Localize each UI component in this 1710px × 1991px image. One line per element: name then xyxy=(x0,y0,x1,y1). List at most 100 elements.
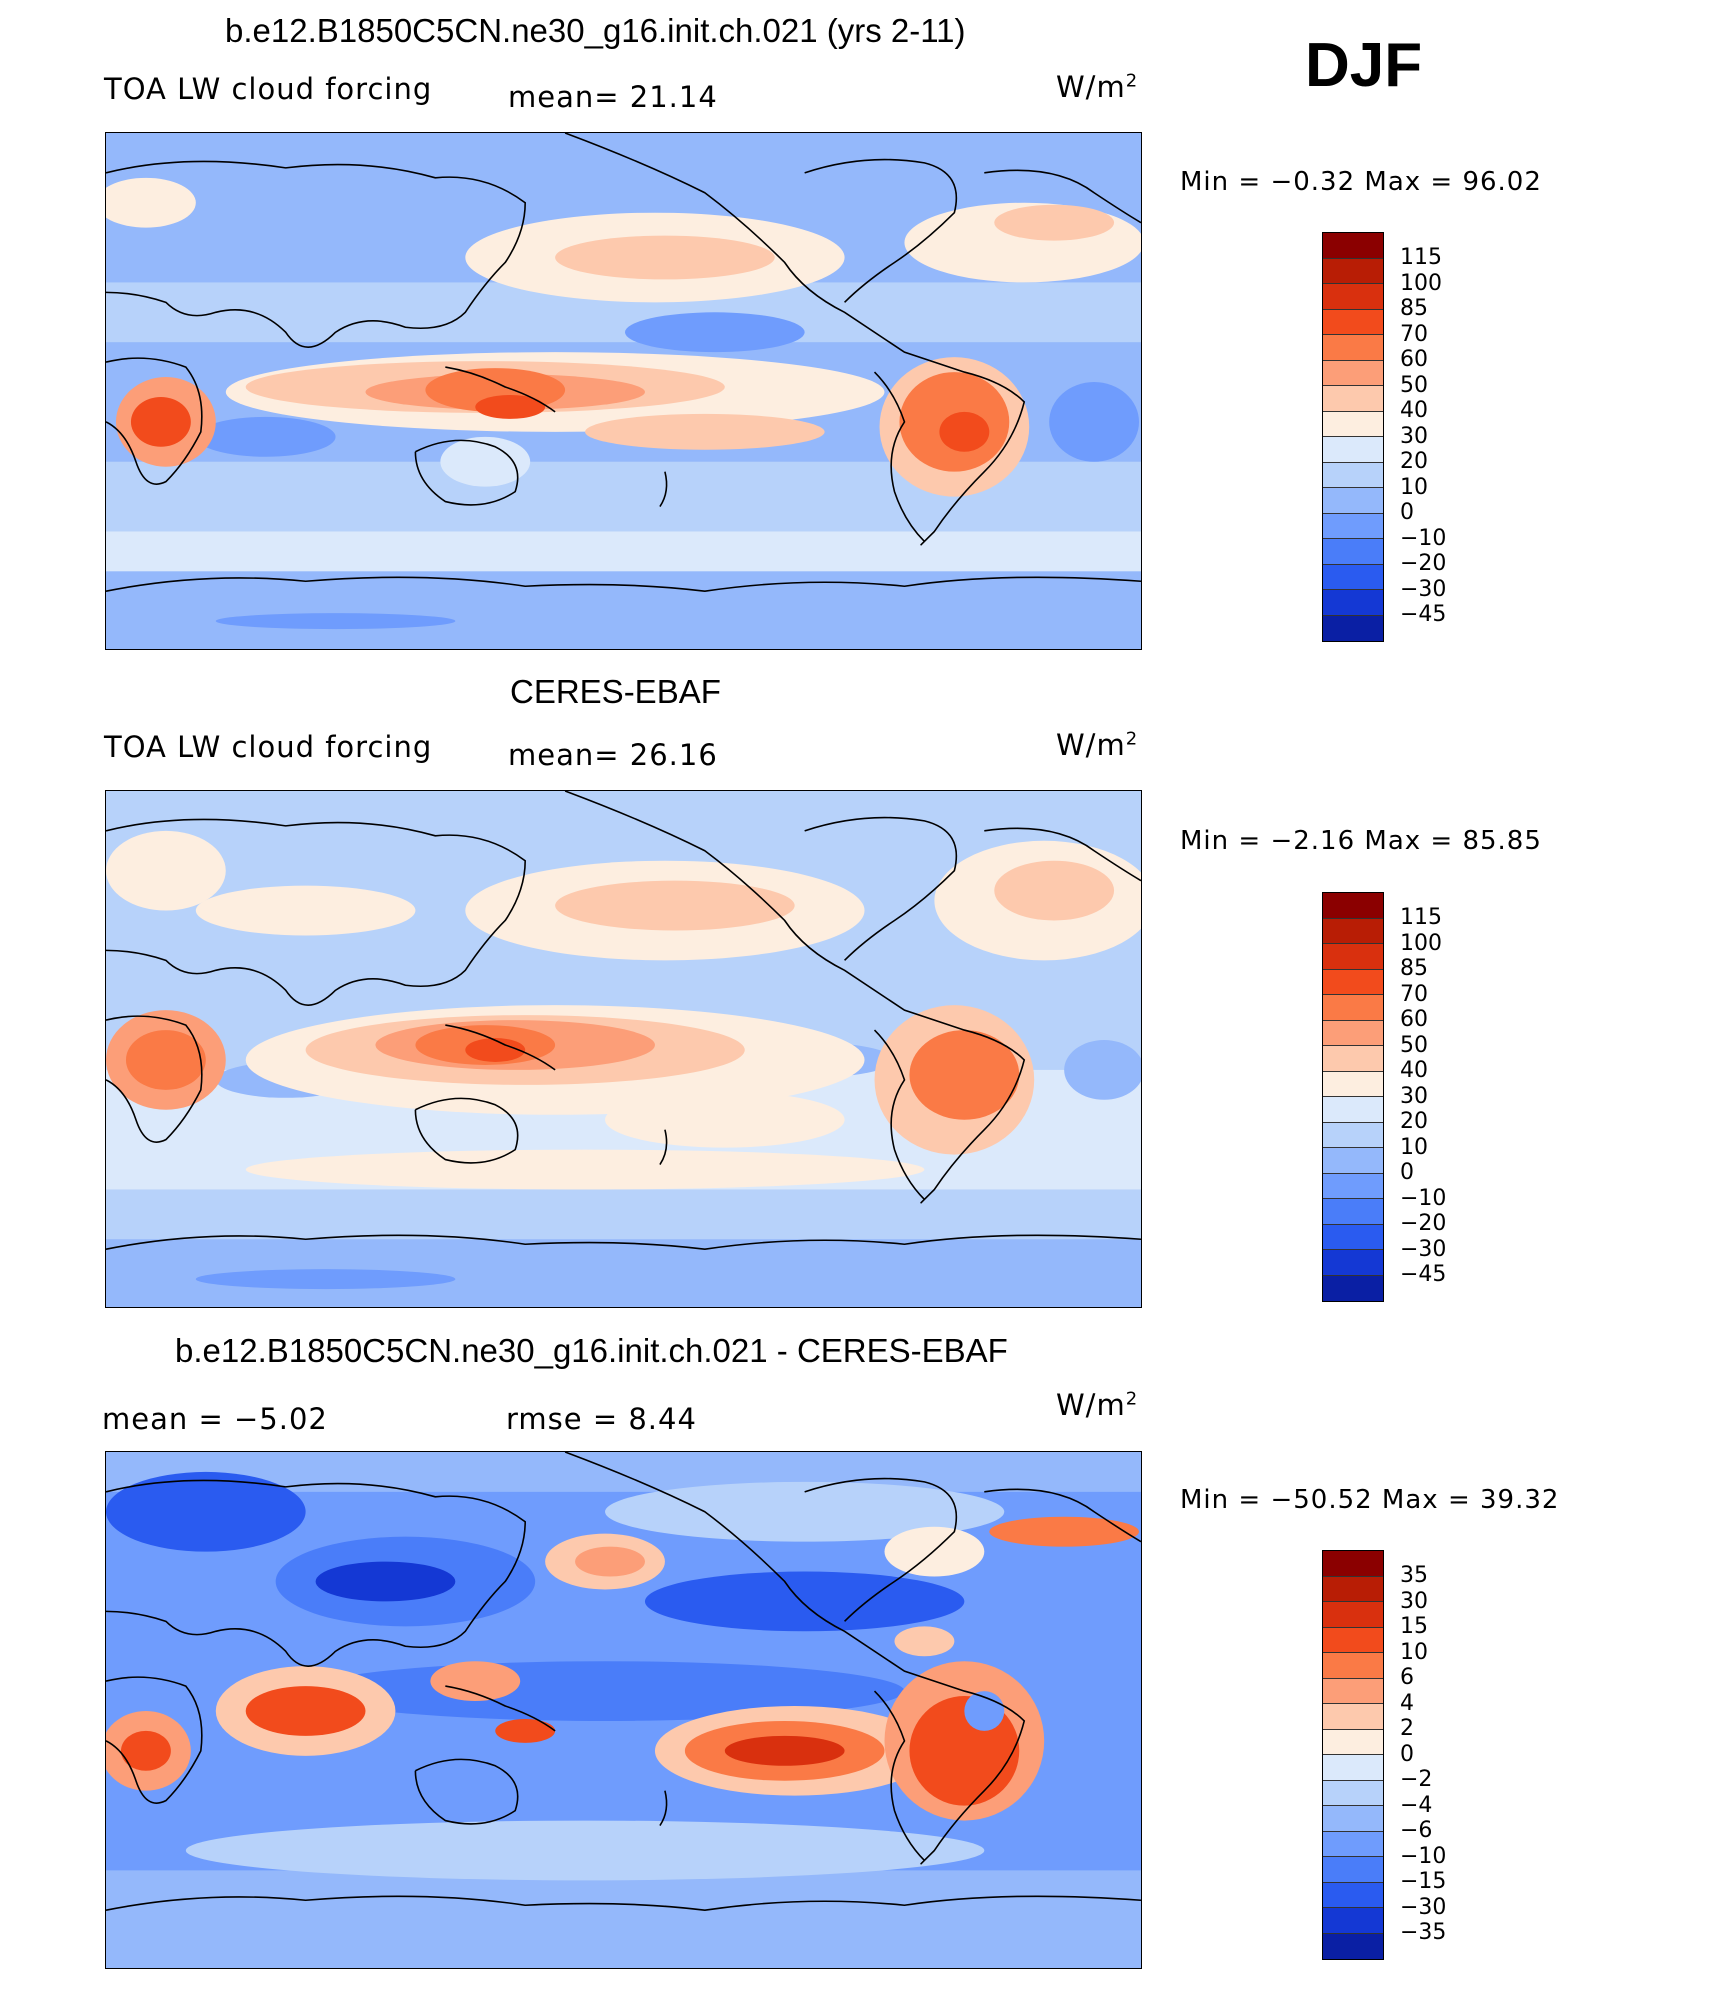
colorbar-tick-label: 85 xyxy=(1400,296,1428,321)
colorbar-swatch xyxy=(1323,1831,1383,1857)
panel1-title: b.e12.B1850C5CN.ne30_g16.init.ch.021 (yr… xyxy=(225,12,966,49)
colorbar-tick-label: 30 xyxy=(1400,423,1428,449)
colorbar-tick-label: 50 xyxy=(1400,372,1428,398)
colorbar-swatch xyxy=(1323,944,1383,970)
colorbar-tick-label: −20 xyxy=(1400,1211,1447,1236)
panel2-mean-label: mean= 26.16 xyxy=(508,738,718,772)
panel2-units: W/m2 xyxy=(1056,728,1139,762)
colorbar-tick-label: 70 xyxy=(1400,981,1428,1007)
colorbar-swatch xyxy=(1323,969,1383,995)
colorbar-swatch xyxy=(1323,1780,1383,1806)
colorbar-swatch xyxy=(1323,1653,1383,1679)
colorbar-swatch xyxy=(1323,309,1383,335)
colorbar-tick-label: 0 xyxy=(1400,1160,1414,1185)
colorbar-swatch xyxy=(1323,1704,1383,1730)
colorbar-tick-label: −35 xyxy=(1400,1920,1447,1945)
panel1-colorbar xyxy=(1322,232,1384,642)
colorbar-tick-label: 115 xyxy=(1400,905,1442,930)
colorbar-swatch xyxy=(1323,1576,1383,1602)
panel3-map xyxy=(105,1451,1142,1969)
colorbar-tick-label: 20 xyxy=(1400,1109,1428,1134)
panel1-units: W/m2 xyxy=(1056,70,1139,104)
colorbar-tick-label: 50 xyxy=(1400,1032,1428,1058)
panel1-mean-label: mean= 21.14 xyxy=(508,80,718,114)
colorbar-tick-label: 10 xyxy=(1400,1639,1428,1665)
colorbar-swatch xyxy=(1323,1551,1383,1577)
colorbar-swatch xyxy=(1323,590,1383,616)
colorbar-tick-label: 100 xyxy=(1400,270,1442,296)
colorbar-swatch xyxy=(1323,1097,1383,1123)
colorbar-tick-label: −30 xyxy=(1400,1236,1447,1262)
colorbar-tick-label: 115 xyxy=(1400,245,1442,270)
colorbar-tick-label: −30 xyxy=(1400,1894,1447,1920)
colorbar-tick-label: 4 xyxy=(1400,1690,1414,1716)
colorbar-swatch xyxy=(1323,335,1383,361)
colorbar-swatch xyxy=(1323,488,1383,514)
colorbar-tick-label: −30 xyxy=(1400,576,1447,602)
colorbar-swatch xyxy=(1323,918,1383,944)
colorbar-swatch xyxy=(1323,1933,1383,1959)
panel2-map xyxy=(105,790,1142,1308)
colorbar-tick-label: 10 xyxy=(1400,1134,1428,1160)
colorbar-tick-label: 70 xyxy=(1400,321,1428,347)
panel3-colorbar-labels: 35 30 15 10 6 4 2 0 −2 −4 −6 −10 −15 −30 −35 xyxy=(1400,1563,1446,1946)
colorbar-swatch xyxy=(1323,1122,1383,1148)
colorbar-tick-label: 30 xyxy=(1400,1588,1428,1614)
colorbar-swatch xyxy=(1323,564,1383,590)
colorbar-tick-label: −4 xyxy=(1400,1792,1433,1818)
colorbar-swatch xyxy=(1323,1275,1383,1301)
colorbar-swatch xyxy=(1323,1602,1383,1628)
panel2-colorbar-labels: 115 100 85 70 60 50 40 30 20 10 0 −10 −20 −30 −45 xyxy=(1400,905,1446,1288)
panel2-title: CERES-EBAF xyxy=(510,673,721,710)
colorbar-swatch xyxy=(1323,1882,1383,1908)
colorbar-swatch xyxy=(1323,1755,1383,1781)
colorbar-swatch xyxy=(1323,1250,1383,1276)
colorbar-swatch xyxy=(1323,1020,1383,1046)
colorbar-tick-label: 40 xyxy=(1400,398,1428,423)
panel2-colorbar xyxy=(1322,892,1384,1302)
colorbar-tick-label: 0 xyxy=(1400,500,1414,525)
panel3-title: b.e12.B1850C5CN.ne30_g16.init.ch.021 - C… xyxy=(175,1332,1008,1369)
panel3-colorbar xyxy=(1322,1550,1384,1960)
colorbar-swatch xyxy=(1323,893,1383,919)
panel1-minmax: Min = −0.32 Max = 96.02 xyxy=(1180,167,1542,197)
colorbar-swatch xyxy=(1323,1199,1383,1225)
colorbar-swatch xyxy=(1323,233,1383,259)
colorbar-tick-label: 15 xyxy=(1400,1614,1428,1639)
panel1-variable-label: TOA LW cloud forcing xyxy=(104,72,433,106)
colorbar-swatch xyxy=(1323,1071,1383,1097)
colorbar-swatch xyxy=(1323,1857,1383,1883)
colorbar-tick-label: 0 xyxy=(1400,1741,1414,1767)
colorbar-swatch xyxy=(1323,1806,1383,1832)
colorbar-swatch xyxy=(1323,1678,1383,1704)
colorbar-tick-label: −2 xyxy=(1400,1767,1433,1792)
colorbar-swatch xyxy=(1323,539,1383,565)
colorbar-swatch xyxy=(1323,1627,1383,1653)
colorbar-tick-label: 35 xyxy=(1400,1563,1428,1588)
colorbar-tick-label: 10 xyxy=(1400,474,1428,500)
colorbar-tick-label: 60 xyxy=(1400,1007,1428,1032)
colorbar-tick-label: 30 xyxy=(1400,1083,1428,1109)
panel2-minmax: Min = −2.16 Max = 85.85 xyxy=(1180,826,1542,856)
panel1-colorbar-labels: 115 100 85 70 60 50 40 30 20 10 0 −10 −20 −30 −45 xyxy=(1400,245,1446,628)
colorbar-tick-label: −10 xyxy=(1400,525,1447,551)
colorbar-tick-label: −45 xyxy=(1400,1262,1447,1287)
colorbar-swatch xyxy=(1323,1224,1383,1250)
colorbar-swatch xyxy=(1323,1173,1383,1199)
panel3-mean-label: mean = −5.02 xyxy=(102,1402,328,1436)
colorbar-tick-label: −10 xyxy=(1400,1185,1447,1211)
colorbar-swatch xyxy=(1323,1046,1383,1072)
colorbar-swatch xyxy=(1323,1729,1383,1755)
colorbar-swatch xyxy=(1323,615,1383,641)
colorbar-tick-label: 85 xyxy=(1400,956,1428,981)
colorbar-swatch xyxy=(1323,462,1383,488)
colorbar-swatch xyxy=(1323,258,1383,284)
colorbar-swatch xyxy=(1323,411,1383,437)
colorbar-swatch xyxy=(1323,360,1383,386)
colorbar-swatch xyxy=(1323,513,1383,539)
colorbar-tick-label: 20 xyxy=(1400,449,1428,474)
colorbar-tick-label: −45 xyxy=(1400,602,1447,627)
panel3-rmse-label: rmse = 8.44 xyxy=(506,1402,697,1436)
colorbar-tick-label: −20 xyxy=(1400,551,1447,576)
colorbar-tick-label: 2 xyxy=(1400,1716,1414,1741)
